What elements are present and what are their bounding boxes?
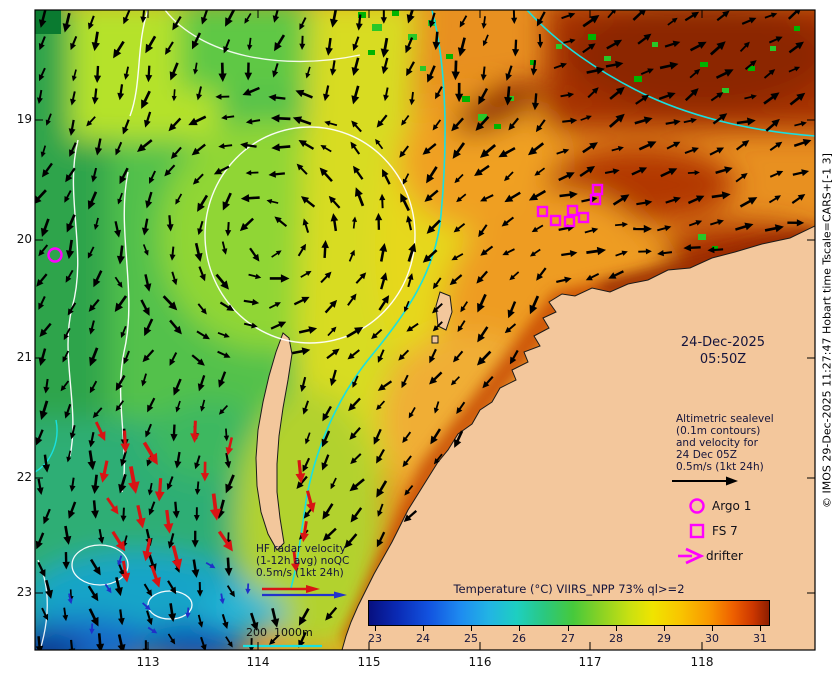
island xyxy=(435,291,453,331)
plot-frame xyxy=(34,9,816,651)
altimetric-line-1: Altimetric sealevel xyxy=(676,413,774,425)
x-tick-115: 115 xyxy=(357,655,381,669)
colorbar-tick-24: 24 xyxy=(416,632,430,645)
y-tick-22: 22 xyxy=(16,470,32,484)
colorbar-tickmark xyxy=(712,626,713,631)
altimetric-line-4: 24 Dec 05Z xyxy=(676,449,737,461)
altimetric-line-5: 0.5m/s (1kt 24h) xyxy=(676,461,764,473)
colorbar xyxy=(368,600,770,626)
x-tick-118: 118 xyxy=(690,655,714,669)
colorbar-tickmark xyxy=(471,626,472,631)
y-tick-23: 23 xyxy=(16,585,32,599)
hf-line-1: HF radar velocity xyxy=(256,543,346,555)
x-tick-113: 113 xyxy=(136,655,160,669)
y-tick-20: 20 xyxy=(16,232,32,246)
altimetric-note: Altimetric sealevel (0.1m contours) and … xyxy=(676,413,774,473)
colorbar-tick-30: 30 xyxy=(705,632,719,645)
hf-line-2: (1-12h avg) noQC xyxy=(256,555,350,567)
altimetric-line-2: (0.1m contours) xyxy=(676,425,761,437)
hf-radar-note: HF radar velocity (1-12h avg) noQC 0.5m/… xyxy=(256,543,349,579)
hf-line-3: 0.5m/s (1kt 24h) xyxy=(256,567,344,579)
timestamp-date: 24-Dec-2025 xyxy=(680,335,766,350)
colorbar-tick-27: 27 xyxy=(561,632,575,645)
x-tick-116: 116 xyxy=(468,655,492,669)
colorbar-tickmark xyxy=(760,626,761,631)
argo-float-marker xyxy=(47,247,63,263)
legend-drifter-icon xyxy=(678,547,705,565)
colorbar-tickmark xyxy=(616,626,617,631)
colorbar-tick-23: 23 xyxy=(368,632,382,645)
colorbar-tickmark xyxy=(664,626,665,631)
y-tick-19: 19 xyxy=(16,112,32,126)
legend-argo-label: Argo 1 xyxy=(712,499,752,513)
colorbar-tick-28: 28 xyxy=(609,632,623,645)
colorbar-tickmark xyxy=(519,626,520,631)
legend-fs7-icon xyxy=(689,523,705,539)
altimetric-scale-arrow xyxy=(672,476,738,486)
x-tick-117: 117 xyxy=(578,655,602,669)
exmouth-peninsula xyxy=(255,332,293,551)
legend-fs7-label: FS 7 xyxy=(712,524,738,538)
map-timestamp: 24-Dec-2025 05:50Z xyxy=(655,334,791,368)
fs7-mooring-markers xyxy=(536,183,604,228)
depth-scale-label: 200 1000m xyxy=(246,626,313,639)
legend-argo-icon xyxy=(689,498,705,514)
data-speckles xyxy=(35,10,800,251)
colorbar-title: Temperature (°C) VIIRS_NPP 73% ql>=2 xyxy=(453,582,685,596)
colorbar-tickmark xyxy=(568,626,569,631)
colorbar-tick-25: 25 xyxy=(464,632,478,645)
colorbar-tickmark xyxy=(375,626,376,631)
colorbar-tickmark xyxy=(423,626,424,631)
land-mass xyxy=(255,225,815,650)
x-tick-114: 114 xyxy=(246,655,270,669)
timestamp-time: 05:50Z xyxy=(699,352,747,367)
legend-drifter-label: drifter xyxy=(706,549,743,563)
colorbar-tick-29: 29 xyxy=(657,632,671,645)
colorbar-tick-26: 26 xyxy=(512,632,526,645)
colorbar-tick-31: 31 xyxy=(753,632,767,645)
y-tick-21: 21 xyxy=(16,350,32,364)
altimetric-line-3: and velocity for xyxy=(676,437,758,449)
imos-credit: © IMOS 29-Dec-2025 11:27:47 Hobart time … xyxy=(820,153,834,508)
hf-scale-arrows xyxy=(262,585,347,599)
